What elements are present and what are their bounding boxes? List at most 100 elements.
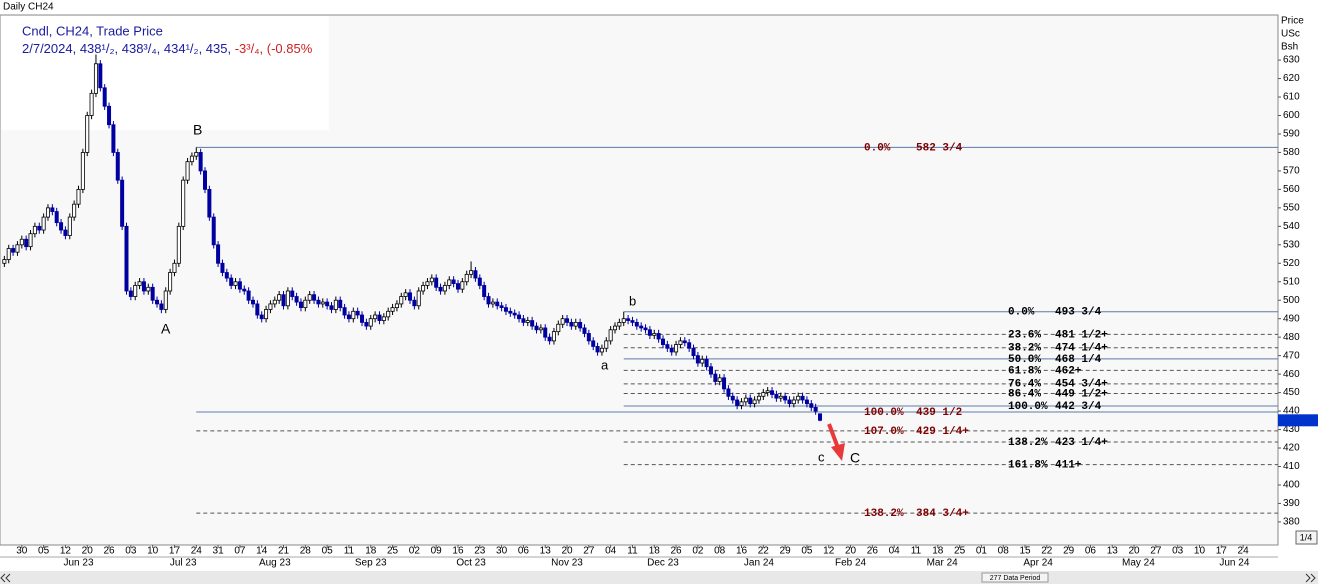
x-tick-label: 30 — [496, 546, 508, 557]
candle-body — [739, 401, 744, 406]
wave-label: B — [193, 122, 202, 138]
candle-body — [277, 294, 282, 301]
fib-price: 384 3/4+ — [916, 508, 969, 520]
x-tick-label: 14 — [256, 546, 268, 557]
x-tick-label: 18 — [365, 546, 377, 557]
candle-body — [630, 320, 635, 323]
legend-ohlc: 2/7/2024, 438¹/₂, 438³/₄, 434¹/₂, 435, — [22, 41, 231, 56]
candle-body — [477, 277, 482, 286]
x-tick-label: 07 — [234, 546, 246, 557]
x-tick-label: 20 — [561, 546, 573, 557]
scroll-right[interactable] — [1305, 573, 1316, 583]
x-tick-label: 13 — [1107, 546, 1119, 557]
month-label: Nov 23 — [551, 558, 583, 569]
candle-body — [19, 238, 24, 246]
candle-body — [189, 155, 194, 163]
fib-percent: 138.2% — [864, 508, 904, 520]
candle-body — [259, 314, 264, 320]
candle-body — [15, 244, 20, 253]
candle-body — [150, 286, 155, 301]
candle-body — [482, 285, 487, 297]
candle-body — [726, 388, 731, 397]
page-box[interactable] — [1295, 530, 1318, 545]
candle-body — [591, 340, 596, 347]
candle-body — [133, 285, 138, 297]
candle-body — [207, 188, 212, 218]
candle-body — [722, 377, 727, 390]
candle-body — [128, 290, 133, 297]
candle-body — [2, 259, 7, 264]
month-label: Feb 24 — [835, 558, 867, 569]
candle-body — [41, 216, 46, 231]
candle-body — [220, 262, 225, 273]
candle-body — [111, 124, 116, 153]
wave-label: c — [818, 449, 825, 464]
fib-percent: 0.0% — [1008, 307, 1035, 319]
candle-body — [229, 277, 234, 286]
candle-body — [102, 87, 107, 107]
candle-body — [813, 406, 818, 412]
y-tick-label: 440 — [1283, 406, 1300, 417]
candle-body — [674, 344, 679, 353]
candle-body — [233, 281, 238, 286]
x-tick-label: 03 — [1172, 546, 1184, 557]
candle-body — [442, 285, 447, 292]
month-label: Aug 23 — [259, 558, 291, 569]
candle-body — [364, 321, 369, 327]
candle-body — [316, 299, 321, 305]
fib-price: 474 1/4+ — [1055, 343, 1108, 355]
candle-body — [416, 290, 421, 307]
candle-body — [473, 270, 478, 279]
candle-body — [54, 211, 59, 224]
x-tick-label: 27 — [1150, 546, 1162, 557]
candle-body — [569, 321, 574, 327]
fib-percent: 61.8% — [1008, 365, 1041, 377]
candle-body — [399, 296, 404, 305]
x-tick-label: 17 — [169, 546, 181, 557]
candle-body — [59, 222, 64, 231]
x-tick-label: 21 — [278, 546, 290, 557]
fib-percent: 23.6% — [1008, 329, 1041, 341]
legend-line: Cndl, CH24, Trade Price — [22, 23, 163, 38]
data-period-box[interactable] — [981, 572, 1049, 583]
candle-body — [774, 394, 779, 399]
x-tick-label: 18 — [649, 546, 661, 557]
y-tick-label: 560 — [1283, 184, 1300, 195]
candle-body — [804, 399, 809, 405]
candle-body — [595, 346, 600, 353]
candle-body — [538, 327, 543, 331]
candle-body — [796, 395, 801, 401]
candle-body — [503, 307, 508, 312]
x-tick-label: 12 — [823, 546, 835, 557]
candle-body — [320, 301, 325, 305]
y-tick-label: 570 — [1283, 166, 1300, 177]
fib-price: 411+ — [1055, 460, 1082, 472]
candle-body — [408, 292, 413, 301]
candle-body — [403, 292, 408, 297]
x-tick-label: 05 — [38, 546, 50, 557]
month-label: Apr 24 — [1023, 558, 1053, 569]
candle-body — [115, 152, 120, 181]
candle-body — [346, 314, 351, 320]
candle-body — [586, 333, 591, 342]
candle-body — [578, 321, 583, 329]
wave-label: b — [629, 293, 636, 308]
candle-body — [141, 281, 146, 292]
candle-body — [24, 238, 29, 248]
candle-body — [495, 301, 500, 307]
candle-body — [743, 397, 748, 403]
candle-body — [599, 347, 604, 353]
month-label: Jan 24 — [744, 558, 774, 569]
candle-body — [429, 277, 434, 283]
candle-body — [490, 301, 495, 305]
candle-body — [469, 270, 474, 275]
x-tick-label: 12 — [60, 546, 72, 557]
scroll-bar[interactable] — [0, 571, 1318, 584]
candle-body — [37, 225, 42, 231]
scroll-left[interactable] — [0, 573, 11, 583]
y-tick-label: 620 — [1283, 73, 1300, 84]
fib-price: 493 3/4 — [1055, 307, 1102, 319]
candle-body — [325, 301, 330, 307]
y-tick-label: 400 — [1283, 480, 1300, 491]
